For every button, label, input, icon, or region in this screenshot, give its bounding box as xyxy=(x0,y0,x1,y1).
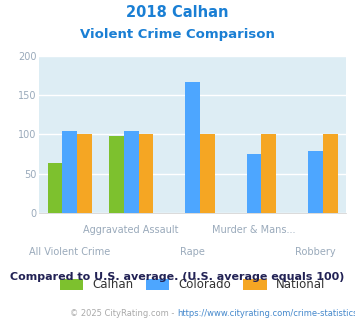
Text: Violent Crime Comparison: Violent Crime Comparison xyxy=(80,28,275,41)
Legend: Calhan, Colorado, National: Calhan, Colorado, National xyxy=(60,278,326,291)
Bar xyxy=(323,135,338,213)
Bar xyxy=(138,135,153,213)
Text: © 2025 CityRating.com -: © 2025 CityRating.com - xyxy=(71,309,178,317)
Text: https://www.cityrating.com/crime-statistics/: https://www.cityrating.com/crime-statist… xyxy=(178,309,355,317)
Text: Aggravated Assault: Aggravated Assault xyxy=(83,225,179,235)
Bar xyxy=(109,136,124,213)
Bar xyxy=(200,135,215,213)
Bar xyxy=(124,131,138,213)
Bar xyxy=(185,82,200,213)
Text: Compared to U.S. average. (U.S. average equals 100): Compared to U.S. average. (U.S. average … xyxy=(10,272,345,282)
Bar xyxy=(77,135,92,213)
Text: 2018 Calhan: 2018 Calhan xyxy=(126,5,229,20)
Bar xyxy=(48,163,62,213)
Bar xyxy=(62,131,77,213)
Text: Rape: Rape xyxy=(180,248,205,257)
Bar xyxy=(308,151,323,213)
Bar xyxy=(247,154,261,213)
Text: All Violent Crime: All Violent Crime xyxy=(29,248,110,257)
Text: Robbery: Robbery xyxy=(295,248,336,257)
Text: Murder & Mans...: Murder & Mans... xyxy=(212,225,296,235)
Bar xyxy=(261,135,276,213)
